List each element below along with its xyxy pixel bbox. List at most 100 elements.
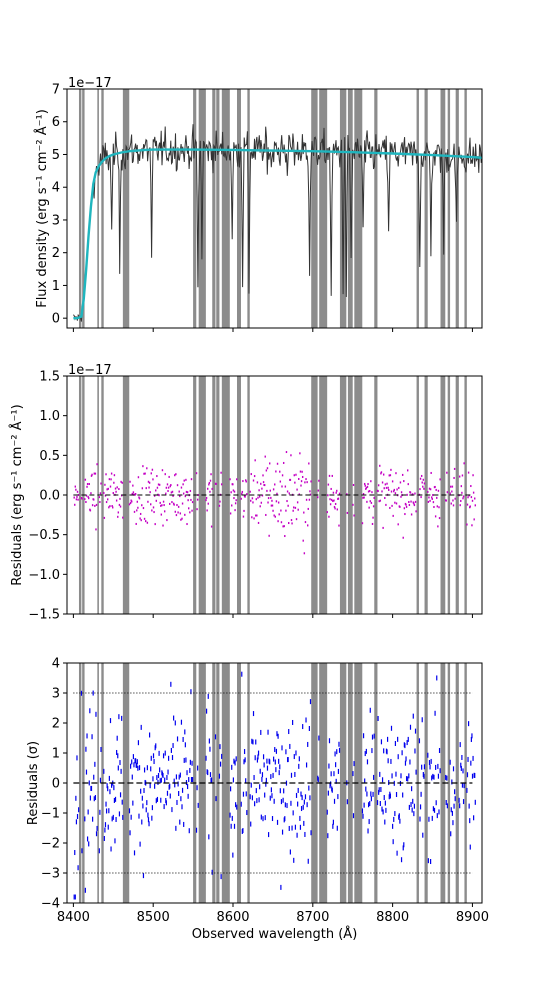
normalized-residual-point	[288, 729, 290, 735]
normalized-residual-point	[404, 743, 406, 749]
normalized-residual-point	[352, 771, 354, 777]
normalized-residual-point	[451, 779, 453, 785]
residual-point	[122, 516, 124, 519]
residual-point	[119, 505, 122, 508]
residual-point	[272, 509, 274, 512]
normalized-residual-point	[293, 754, 295, 760]
normalized-residual-point	[221, 753, 223, 759]
residual-point	[177, 511, 179, 514]
x-tick-label: 8400	[57, 910, 90, 925]
normalized-residual-point	[432, 806, 434, 812]
normalized-residual-point	[394, 740, 397, 746]
mask-band	[97, 663, 99, 903]
residual-point	[163, 510, 166, 513]
normalized-residual-point	[411, 807, 413, 813]
residual-point	[291, 522, 293, 525]
residual-point	[173, 503, 175, 506]
normalized-residual-point	[197, 802, 199, 808]
residual-point	[269, 489, 271, 492]
residual-point	[434, 485, 436, 488]
normalized-residual-point	[454, 789, 456, 795]
x-axis-ticks	[72, 614, 473, 618]
mask-regions	[78, 376, 467, 614]
residual-point	[165, 486, 168, 489]
residual-point	[171, 501, 173, 504]
residual-point	[147, 500, 149, 503]
residual-point	[331, 498, 333, 501]
normalized-residual-point	[373, 774, 375, 780]
residual-point	[380, 471, 383, 474]
normalized-residual-point	[461, 755, 463, 761]
normalized-residual-point	[77, 865, 79, 871]
residual-point	[208, 483, 210, 486]
residual-point	[169, 502, 171, 505]
residual-point	[471, 524, 473, 527]
residual-point	[309, 490, 311, 493]
residual-point	[75, 488, 77, 491]
residual-point	[382, 473, 385, 476]
normalized-residual-point	[179, 819, 181, 825]
normalized-residual-point	[266, 758, 268, 764]
residual-point	[396, 488, 398, 491]
residual-point	[346, 511, 349, 514]
residual-point	[205, 499, 207, 502]
residual-point	[403, 507, 406, 510]
residual-point	[408, 503, 411, 506]
normalized-residual-point	[282, 797, 284, 803]
normalized-residual-point	[291, 825, 293, 831]
normalized-residual-point	[346, 799, 348, 805]
residual-point	[427, 490, 429, 493]
normalized-residual-point	[162, 753, 165, 759]
normalized-residual-point	[261, 772, 264, 778]
residual-point	[246, 493, 248, 496]
normalized-residual-point	[283, 788, 285, 794]
normalized-residual-point	[257, 750, 260, 756]
residual-point	[149, 491, 151, 494]
residual-point	[467, 496, 469, 499]
residual-point	[334, 502, 337, 505]
normalized-residual-point	[460, 765, 462, 771]
normalized-residual-point	[132, 754, 134, 760]
normalized-residual-point	[474, 772, 476, 778]
residual-point	[334, 507, 336, 510]
residual-point	[300, 484, 302, 487]
residual-point	[88, 483, 90, 486]
normalized-residual-point	[164, 750, 166, 756]
residual-point	[121, 481, 123, 484]
mask-band	[311, 89, 318, 328]
residual-point	[114, 487, 117, 490]
residual-point	[206, 509, 208, 512]
residual-point	[236, 478, 238, 481]
residual-point	[136, 509, 138, 512]
normalized-residual-point	[209, 772, 212, 778]
normalized-residual-point	[289, 743, 291, 749]
residual-point	[439, 478, 441, 481]
normalized-residual-point	[184, 729, 186, 735]
x-tick-label: 8900	[456, 910, 489, 925]
normalized-residual-point	[392, 823, 394, 829]
residual-point	[252, 479, 255, 482]
normalized-residual-point	[116, 749, 118, 755]
normalized-residual-point	[184, 742, 186, 748]
residual-point	[276, 462, 279, 465]
residual-point	[390, 468, 392, 471]
residual-point	[184, 513, 186, 516]
residual-point	[180, 518, 182, 521]
residual-point	[74, 503, 76, 506]
normalized-residual-point	[407, 736, 409, 742]
plot-frame	[66, 88, 483, 329]
residual-point	[240, 497, 242, 500]
normalized-residual-point	[326, 809, 328, 815]
normalized-residual-point	[252, 739, 254, 745]
normalized-residual-point	[304, 831, 306, 837]
normalized-residual-point	[173, 715, 175, 721]
normalized-residual-point	[370, 791, 372, 797]
normalized-residual-point	[138, 813, 140, 819]
residual-points	[73, 451, 476, 555]
residual-point	[328, 474, 331, 477]
normalized-residual-point	[437, 763, 439, 769]
normalized-residual-point	[427, 858, 429, 864]
residual-point	[335, 491, 337, 494]
normalized-residual-point	[273, 756, 275, 762]
residual-point	[132, 484, 134, 487]
